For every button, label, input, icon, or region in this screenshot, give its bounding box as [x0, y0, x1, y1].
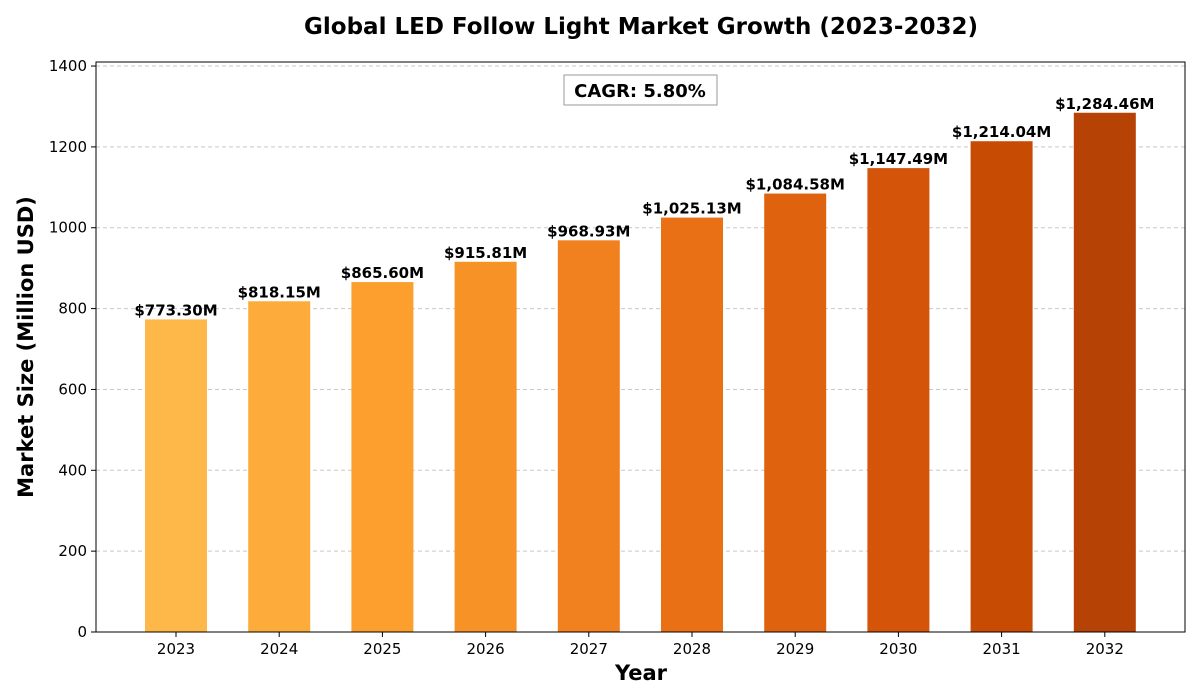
plot-frame: [95, 61, 1186, 633]
bar-2029: [764, 193, 827, 632]
data-label-2028: $1,025.13M: [642, 200, 741, 218]
chart-title: Global LED Follow Light Market Growth (2…: [304, 14, 978, 40]
bar-2031: [970, 141, 1033, 632]
x-tick-label-2031: 2031: [983, 640, 1021, 658]
data-labels: $773.30M $818.15M $865.60M $915.81M $968.93M…: [134, 95, 1154, 320]
data-label-2027: $968.93M: [547, 222, 630, 240]
x-tick-label-2025: 2025: [363, 640, 401, 658]
data-label-2024: $818.15M: [238, 283, 321, 301]
bar-2024: [248, 301, 311, 632]
x-tick-label-2030: 2030: [879, 640, 917, 658]
x-tick-label-2032: 2032: [1086, 640, 1124, 658]
y-tick-label: 400: [58, 461, 87, 479]
x-tick-label-2024: 2024: [260, 640, 298, 658]
bar-2030: [867, 168, 930, 632]
x-tick-label-2027: 2027: [570, 640, 608, 658]
x-axis-label: Year: [614, 661, 668, 685]
x-tick-label-2026: 2026: [467, 640, 505, 658]
bars: [145, 112, 1136, 632]
bar-2026: [454, 261, 517, 632]
cagr-annotation: CAGR: 5.80%: [563, 74, 718, 106]
y-tick-label: 0: [77, 623, 87, 641]
cagr-text: CAGR: 5.80%: [574, 81, 706, 102]
y-tick-label: 1400: [49, 57, 87, 75]
x-tick-label-2023: 2023: [157, 640, 195, 658]
y-tick-label: 200: [58, 542, 87, 560]
y-tick-label: 1000: [49, 219, 87, 237]
data-label-2025: $865.60M: [341, 264, 424, 282]
bar-2032: [1073, 112, 1136, 632]
x-axis: 2023 2024 2025 2026 2027 2028 2029 2030 2031 2032: [157, 632, 1124, 658]
data-label-2026: $915.81M: [444, 244, 527, 262]
data-label-2023: $773.30M: [134, 301, 217, 319]
data-label-2029: $1,084.58M: [746, 176, 845, 194]
bar-2023: [145, 319, 207, 632]
bar-2028: [661, 217, 723, 632]
y-axis: 0 200 400 600 800 1000 1200 1400: [49, 57, 96, 641]
cagr-box: [563, 74, 718, 106]
y-tick-label: 1200: [49, 138, 87, 156]
x-tick-label-2029: 2029: [776, 640, 814, 658]
bar-2025: [351, 282, 414, 632]
data-label-2032: $1,284.46M: [1055, 95, 1154, 113]
bar-2027: [557, 240, 620, 632]
data-label-2030: $1,147.49M: [849, 150, 948, 168]
data-label-2031: $1,214.04M: [952, 123, 1051, 141]
x-tick-label-2028: 2028: [673, 640, 711, 658]
y-tick-label: 600: [58, 380, 87, 398]
y-tick-label: 800: [58, 300, 87, 318]
y-axis-label: Market Size (Million USD): [14, 196, 38, 498]
